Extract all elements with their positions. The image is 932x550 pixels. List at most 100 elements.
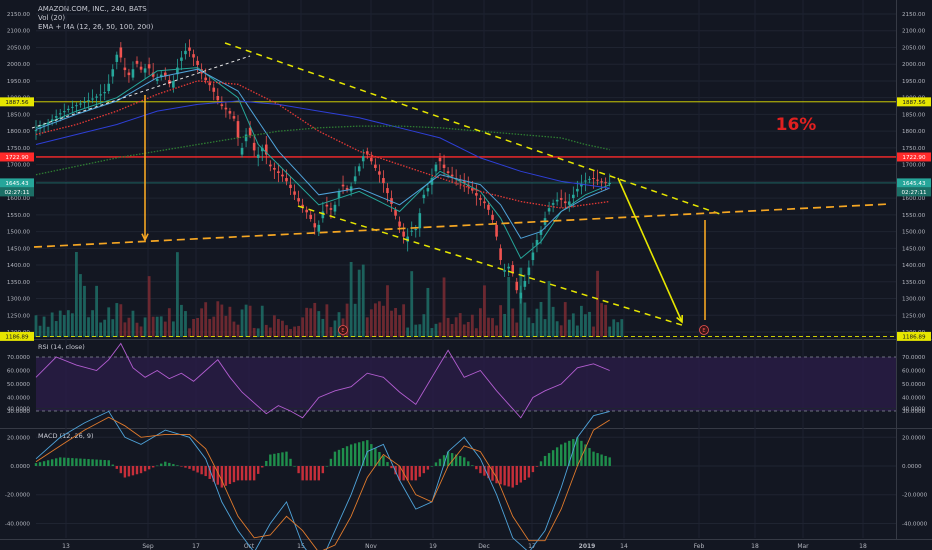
- macd-histogram-bar: [422, 466, 426, 474]
- candle-body: [236, 121, 240, 138]
- candle-body: [155, 78, 159, 81]
- rsi-tick-label-right: 60.0000: [902, 369, 926, 375]
- candle-body: [67, 108, 70, 110]
- macd-histogram-bar: [459, 455, 462, 466]
- macd-histogram-bar: [297, 466, 300, 474]
- candle-body: [71, 106, 74, 108]
- macd-histogram-bar: [71, 458, 74, 466]
- macd-histogram-bar: [63, 457, 66, 466]
- candle-body: [256, 154, 260, 158]
- candle-body: [131, 69, 135, 78]
- macd-histogram-bar: [366, 440, 369, 466]
- candle-body: [483, 201, 486, 204]
- candle-body: [370, 157, 373, 162]
- volume-bar: [612, 319, 616, 337]
- macd-histogram-bar: [386, 462, 389, 466]
- volume-bar: [272, 315, 276, 337]
- level-label-right: 1645.43: [902, 181, 926, 187]
- macd-histogram-bar: [123, 466, 127, 478]
- volume-bar: [103, 319, 107, 337]
- candle-body: [115, 54, 119, 62]
- candle-body: [588, 178, 591, 180]
- candle-body: [519, 292, 523, 299]
- candle-body: [499, 248, 502, 261]
- volume-bar: [188, 328, 191, 337]
- volume-bar: [531, 323, 535, 337]
- macd-histogram-bar: [349, 444, 353, 466]
- volume-bar: [58, 310, 62, 337]
- price-tick-label-right: 2150.00: [902, 12, 926, 18]
- candle-body: [309, 214, 313, 220]
- macd-line-macd: [35, 410, 610, 550]
- volume-bar: [369, 309, 373, 337]
- price-tick-label-left: 1500.00: [7, 230, 31, 236]
- volume-bar: [34, 315, 38, 337]
- candle-body: [539, 229, 543, 235]
- macd-histogram-bar: [471, 465, 474, 466]
- candle-body: [357, 166, 361, 172]
- candle-body: [523, 280, 527, 287]
- macd-histogram-bar: [151, 466, 155, 468]
- candle-body: [503, 270, 506, 272]
- earnings-marker: [338, 325, 348, 335]
- volume-bar: [551, 306, 555, 337]
- macd-histogram-bar: [442, 455, 446, 466]
- rsi-tick-label-left: 40.0000: [7, 396, 31, 402]
- candle-body: [394, 209, 397, 216]
- time-axis-label: 2019: [579, 543, 596, 550]
- candle-body: [301, 204, 304, 208]
- candle-body: [192, 54, 195, 58]
- yellow-projection-arrow-head: [676, 314, 684, 324]
- volume-bar: [337, 312, 341, 337]
- price-tick-label-right: 1950.00: [902, 79, 926, 85]
- macd-histogram-bar: [329, 458, 333, 466]
- level-label-left-bg: [0, 331, 34, 341]
- candle-body: [321, 211, 325, 219]
- candle-body: [507, 266, 510, 269]
- volume-bar: [575, 325, 579, 337]
- symbol-title: AMAZON.COM, INC., 240, BATS: [38, 5, 147, 13]
- macd-histogram-bar: [107, 460, 110, 466]
- candle-body: [293, 191, 296, 195]
- macd-histogram-bar: [341, 448, 345, 466]
- macd-histogram-bar: [212, 466, 215, 482]
- price-tick-label-left: 1450.00: [7, 246, 31, 252]
- macd-histogram-bar: [551, 450, 555, 466]
- macd-histogram-bar: [321, 466, 325, 474]
- macd-histogram-bar: [345, 446, 349, 466]
- volume-bar: [224, 315, 228, 337]
- countdown-label-right: 02:27:11: [901, 190, 927, 196]
- macd-histogram-bar: [289, 458, 292, 466]
- macd-histogram-bar: [115, 466, 118, 469]
- candle-body: [143, 68, 147, 73]
- ma-line-ema-12: [35, 67, 610, 260]
- volume-bar: [155, 316, 159, 337]
- volume-bar: [87, 317, 90, 337]
- volume-bar: [297, 325, 300, 337]
- volume-bar: [349, 262, 353, 337]
- time-axis-label: Feb: [694, 543, 705, 550]
- volume-bar: [592, 326, 595, 337]
- macd-histogram-bar: [584, 444, 587, 466]
- candle-body: [168, 80, 171, 84]
- macd-histogram-bar: [236, 466, 240, 481]
- macd-histogram-bar: [491, 466, 494, 481]
- candle-body: [361, 156, 365, 162]
- candle-body: [495, 224, 498, 237]
- volume-bar: [616, 322, 620, 337]
- volume-bar: [289, 328, 292, 337]
- macd-histogram-bar: [560, 444, 563, 466]
- candle-body: [127, 72, 131, 76]
- macd-histogram-bar: [55, 458, 58, 466]
- macd-histogram-bar: [426, 466, 430, 470]
- candle-body: [123, 67, 127, 71]
- macd-histogram-bar: [495, 466, 498, 484]
- candle-body: [531, 252, 535, 261]
- macd-histogram-bar: [228, 466, 232, 484]
- candle-body: [414, 229, 418, 231]
- macd-histogram-bar: [608, 457, 611, 466]
- volume-bar: [483, 285, 486, 337]
- macd-tick-label-right: 20.0000: [902, 435, 926, 441]
- candle-body: [410, 230, 414, 232]
